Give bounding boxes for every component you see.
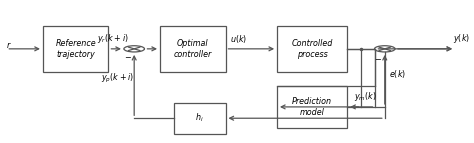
Text: Controlled
process: Controlled process [292,39,333,58]
Text: $-$: $-$ [124,51,132,60]
Bar [43,26,109,72]
Text: Prediction
model: Prediction model [292,97,332,117]
Text: $r$: $r$ [6,40,12,50]
Text: $u(k)$: $u(k)$ [230,33,247,45]
Text: $y(k)$: $y(k)$ [453,32,470,45]
Text: $-$: $-$ [374,53,383,62]
Text: Optimal
controller: Optimal controller [173,39,212,58]
Bar [277,26,347,72]
Bar [277,86,347,128]
Text: Reference
trajectory: Reference trajectory [55,39,96,58]
Bar [160,26,226,72]
Text: $y_p(k+i)$: $y_p(k+i)$ [101,72,134,85]
Text: $e(k)$: $e(k)$ [390,68,407,80]
Text: $y_r(k+i)$: $y_r(k+i)$ [97,32,129,45]
Text: $y_m(k)$: $y_m(k)$ [355,90,377,103]
Text: $h_i$: $h_i$ [195,112,204,125]
Bar [174,103,226,134]
